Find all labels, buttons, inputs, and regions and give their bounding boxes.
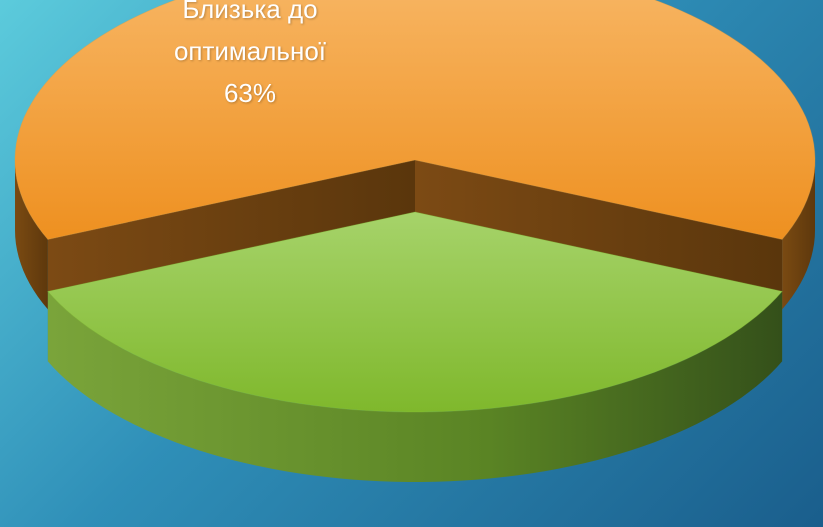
- slice-side: [47, 291, 783, 482]
- slice-top: [46, 211, 784, 413]
- slice-top: [14, 0, 816, 240]
- slice-side: [15, 160, 48, 310]
- slice-side: [782, 160, 815, 310]
- value-label: 63%: [223, 78, 277, 108]
- category-label: Близька до оптимальної: [173, 0, 327, 66]
- slice: [46, 211, 784, 482]
- slice-label: Близька до оптимальної 63%: [145, 0, 355, 114]
- slice: [14, 0, 816, 310]
